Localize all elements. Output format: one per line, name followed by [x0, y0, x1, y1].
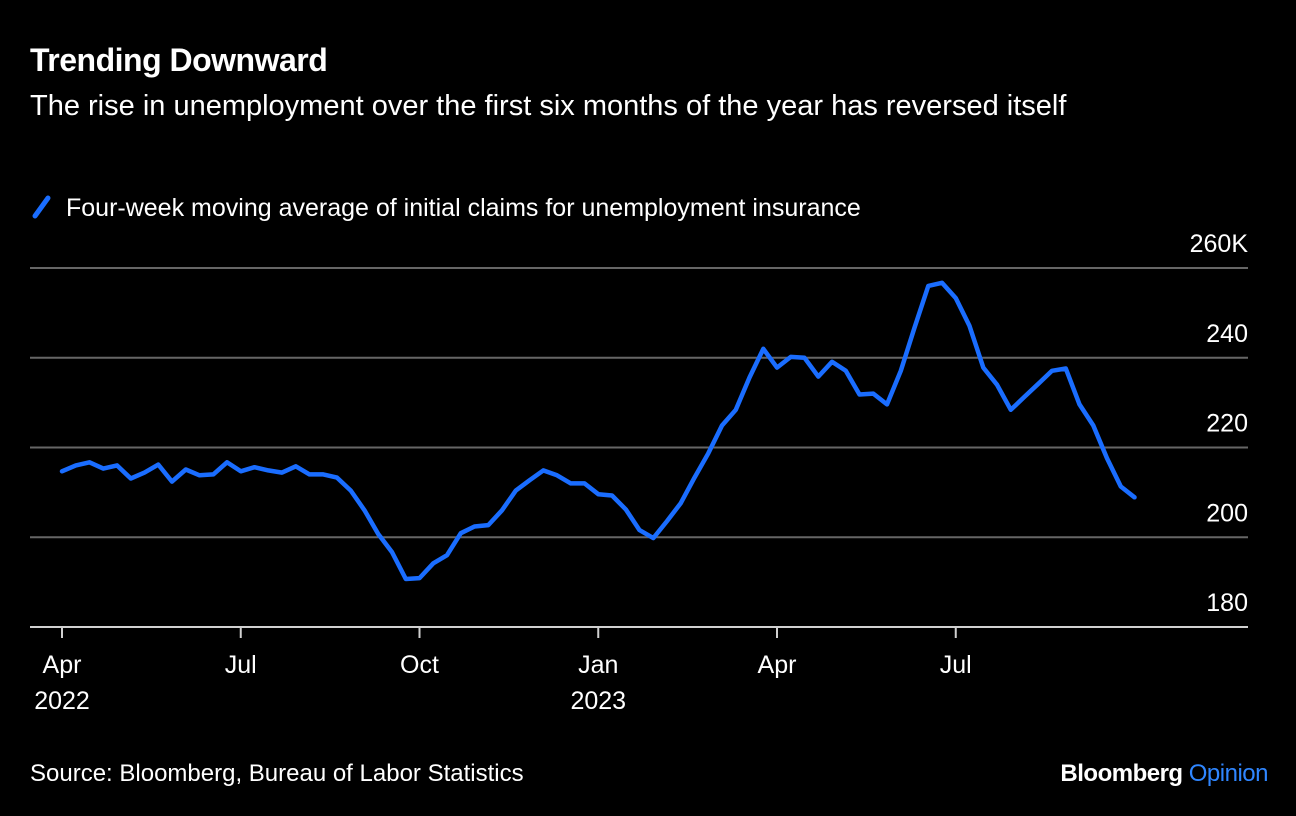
y-tick-label: 240 — [1206, 320, 1248, 348]
data-line — [59, 280, 1137, 582]
x-tick-label: Oct — [400, 651, 439, 679]
logo-product: Opinion — [1188, 760, 1269, 787]
chart-subtitle: The rise in unemployment over the first … — [30, 90, 1067, 122]
x-tick-label: Apr 2022 — [34, 651, 90, 715]
x-tick-label: Jan 2023 — [570, 651, 627, 715]
chart-title: Trending Downward — [30, 42, 328, 78]
logo: Bloomberg Opinion — [1060, 760, 1268, 788]
legend-label: Four-week moving average of initial clai… — [66, 194, 861, 222]
legend-swatch — [32, 195, 51, 219]
logo-brand: Bloomberg — [1060, 760, 1183, 787]
y-tick-label: 200 — [1206, 499, 1248, 527]
x-tick-label: Jul — [939, 651, 972, 679]
x-tick-label: Jul — [224, 651, 257, 679]
source-note: Source: Bloomberg, Bureau of Labor Stati… — [30, 760, 524, 787]
y-tick-label: 260K — [1190, 230, 1249, 258]
y-tick-label: 180 — [1206, 589, 1248, 617]
y-tick-label: 220 — [1206, 410, 1248, 438]
x-tick-label: Apr — [757, 651, 797, 679]
